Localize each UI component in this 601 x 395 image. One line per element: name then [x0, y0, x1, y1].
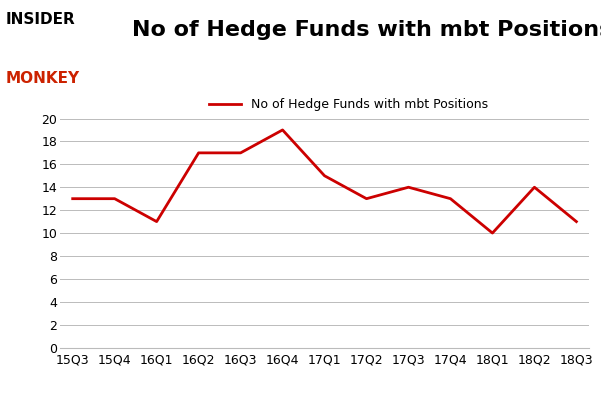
Text: MONKEY: MONKEY — [6, 71, 80, 86]
Text: INSIDER: INSIDER — [6, 12, 76, 27]
Text: No of Hedge Funds with mbt Positions: No of Hedge Funds with mbt Positions — [132, 20, 601, 40]
Legend: No of Hedge Funds with mbt Positions: No of Hedge Funds with mbt Positions — [204, 93, 493, 116]
